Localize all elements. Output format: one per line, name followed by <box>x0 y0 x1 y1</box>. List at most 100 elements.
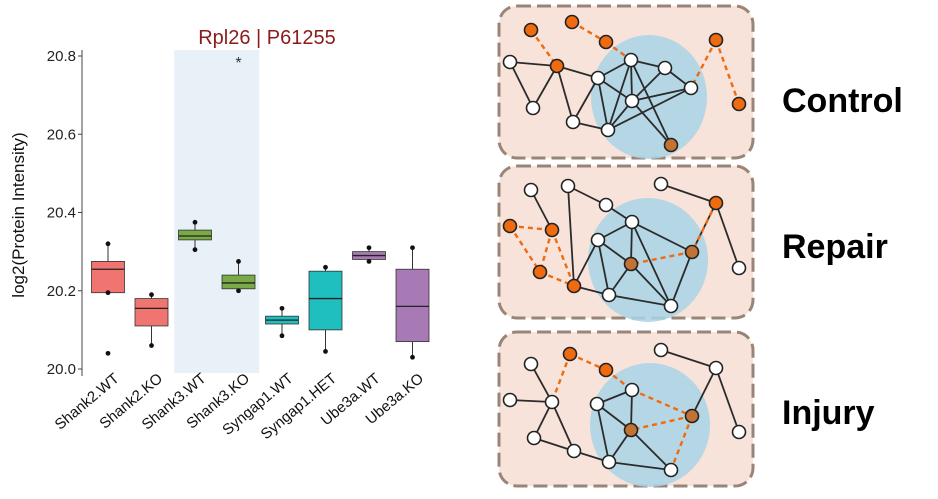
white-node <box>657 60 673 76</box>
min-point <box>192 247 198 253</box>
min-point <box>105 290 111 296</box>
white-node <box>708 360 724 376</box>
network-edge-dashed <box>630 250 693 266</box>
network-edge-dashed <box>530 29 558 67</box>
network-panel-1 <box>497 164 755 322</box>
cluster-region <box>588 198 708 322</box>
orange-node <box>566 278 582 294</box>
network-edge <box>556 65 574 123</box>
brown-node <box>684 408 700 424</box>
network-edge <box>607 87 692 131</box>
network-edge <box>530 189 553 231</box>
panel-label-repair: Repair <box>782 228 888 266</box>
network-edge-dashed <box>690 202 718 253</box>
network-edge-dashed <box>508 225 542 273</box>
box-syngap1-wt <box>265 305 299 339</box>
orange-node <box>708 195 724 211</box>
chart-title: Rpl26 | P61255 <box>198 27 336 49</box>
network-edge <box>660 349 717 369</box>
network-panel-2 <box>497 330 755 488</box>
network-edge-dashed <box>571 20 607 44</box>
network-edge <box>572 77 599 123</box>
network-edge <box>631 67 666 102</box>
box-shank3-wt <box>178 219 212 253</box>
y-axis-label: log2(Protein Intensity) <box>9 132 28 297</box>
network-edge-dashed <box>509 224 553 232</box>
y-tick-label: 20.2 <box>47 283 76 300</box>
white-node <box>590 232 606 248</box>
box-plot-chart: Rpl26 | P61255 * log2(Protein Intensity)… <box>9 27 430 443</box>
brown-node <box>684 244 700 260</box>
network-edge-dashed <box>550 229 576 287</box>
white-node <box>502 54 518 70</box>
max-point <box>279 305 285 311</box>
white-node <box>566 443 582 459</box>
network-edge <box>509 61 558 67</box>
network-edge <box>631 100 672 146</box>
network-edge <box>608 461 672 471</box>
y-tick-label: 20.8 <box>47 48 76 65</box>
white-node <box>663 298 679 314</box>
max-point <box>366 245 372 251</box>
orange-node <box>598 34 614 50</box>
orange-node <box>549 58 565 74</box>
white-node <box>653 176 669 192</box>
network-edge <box>509 61 534 109</box>
network-edge-dashed <box>669 415 694 471</box>
white-node <box>544 394 560 410</box>
network-edge-dashed <box>569 352 607 372</box>
network-edge-dashed <box>631 388 693 418</box>
orange-node <box>523 22 539 38</box>
white-node <box>624 382 640 398</box>
brown-node <box>623 422 639 438</box>
box-body <box>178 229 212 241</box>
network-edge <box>631 221 693 253</box>
orange-node <box>532 264 548 280</box>
max-point <box>236 259 241 264</box>
box-shank2-ko <box>134 292 169 348</box>
network-edge <box>567 185 575 287</box>
box-ube3a-ko <box>395 245 430 360</box>
network-edge <box>607 59 632 131</box>
white-node <box>598 197 614 213</box>
white-node <box>523 356 539 372</box>
min-point <box>410 354 415 360</box>
max-point <box>192 219 198 225</box>
brown-node <box>623 256 639 272</box>
white-node <box>525 100 541 116</box>
min-point <box>366 259 372 264</box>
network-edge-dashed <box>689 39 718 89</box>
network-edge <box>597 239 610 296</box>
network-edge <box>660 183 717 204</box>
max-point <box>323 264 328 270</box>
orange-node <box>598 362 614 378</box>
max-point <box>105 241 111 247</box>
highlight-band <box>174 50 260 373</box>
box-body <box>221 274 256 290</box>
network-edge-dashed <box>714 39 741 105</box>
orange-node <box>708 32 724 48</box>
network-edge <box>715 202 740 269</box>
network-edge <box>630 59 672 146</box>
white-node <box>502 392 518 408</box>
min-point <box>236 288 241 294</box>
y-tick-label: 20.4 <box>47 205 76 222</box>
white-node <box>731 424 747 440</box>
white-node <box>683 80 699 96</box>
network-edge <box>631 221 672 307</box>
significance-marker: * <box>235 55 241 72</box>
outlier-point <box>105 350 111 356</box>
white-node <box>623 52 639 68</box>
network-edge <box>670 251 693 307</box>
box-body <box>91 261 125 294</box>
white-node <box>565 114 581 130</box>
y-tick-label: 20.0 <box>47 361 76 378</box>
network-edge <box>551 401 575 452</box>
orange-node <box>544 222 560 238</box>
max-point <box>149 292 154 298</box>
box-shank2-wt <box>91 241 125 356</box>
panel-label-control: Control <box>782 82 903 120</box>
network-panel-0 <box>497 4 755 160</box>
y-tick-label: 20.6 <box>47 126 76 143</box>
orange-node <box>502 218 518 234</box>
